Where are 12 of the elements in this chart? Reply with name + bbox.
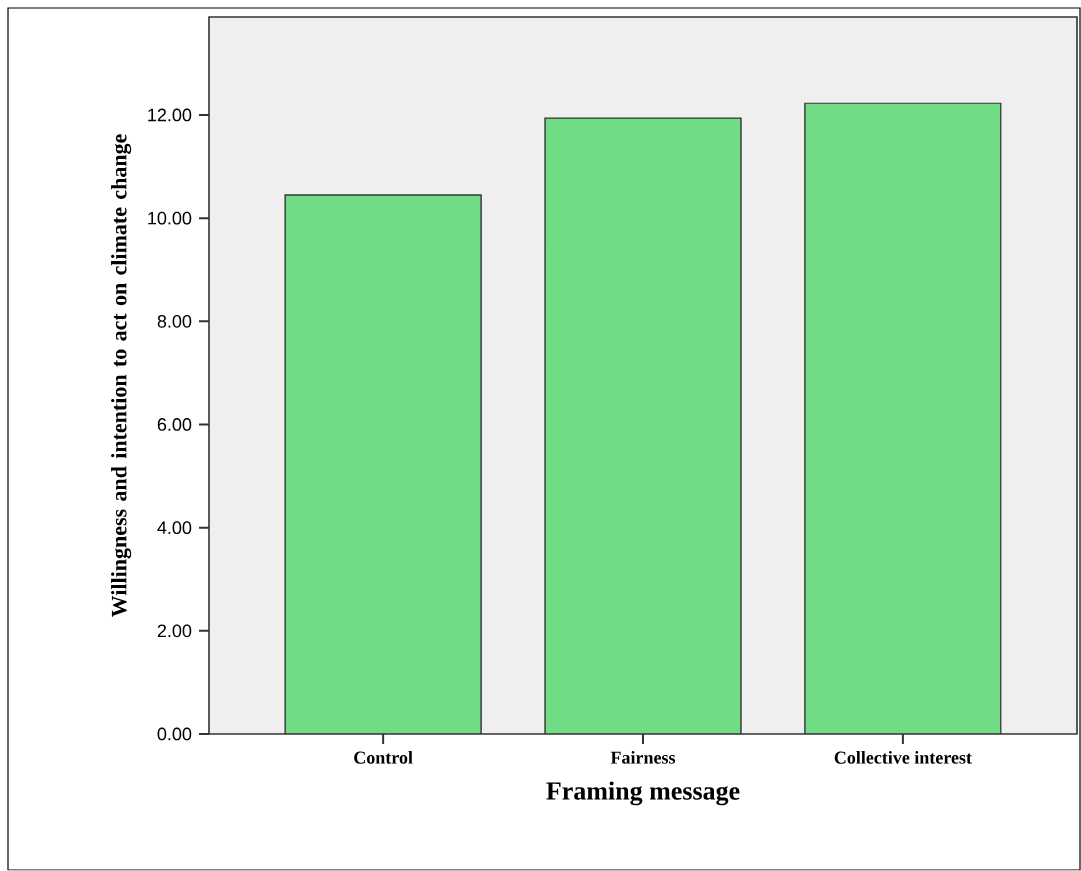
y-tick-label: 4.00 <box>157 521 192 535</box>
x-axis-title: Framing message <box>546 781 740 806</box>
y-axis-title: Willingness and intention to act on climate change <box>111 134 132 618</box>
x-tick-label: Fairness <box>610 751 676 764</box>
y-tick-label: 0.00 <box>157 727 192 741</box>
x-tick-label: Collective interest <box>834 751 972 764</box>
y-tick-label: 8.00 <box>157 315 192 328</box>
y-tick-label: 10.00 <box>148 211 192 225</box>
y-tick-label: 2.00 <box>157 624 192 638</box>
x-tick-label: Control <box>354 751 413 764</box>
y-tick-label: 12.00 <box>148 108 192 122</box>
y-tick-label: 6.00 <box>157 418 192 432</box>
